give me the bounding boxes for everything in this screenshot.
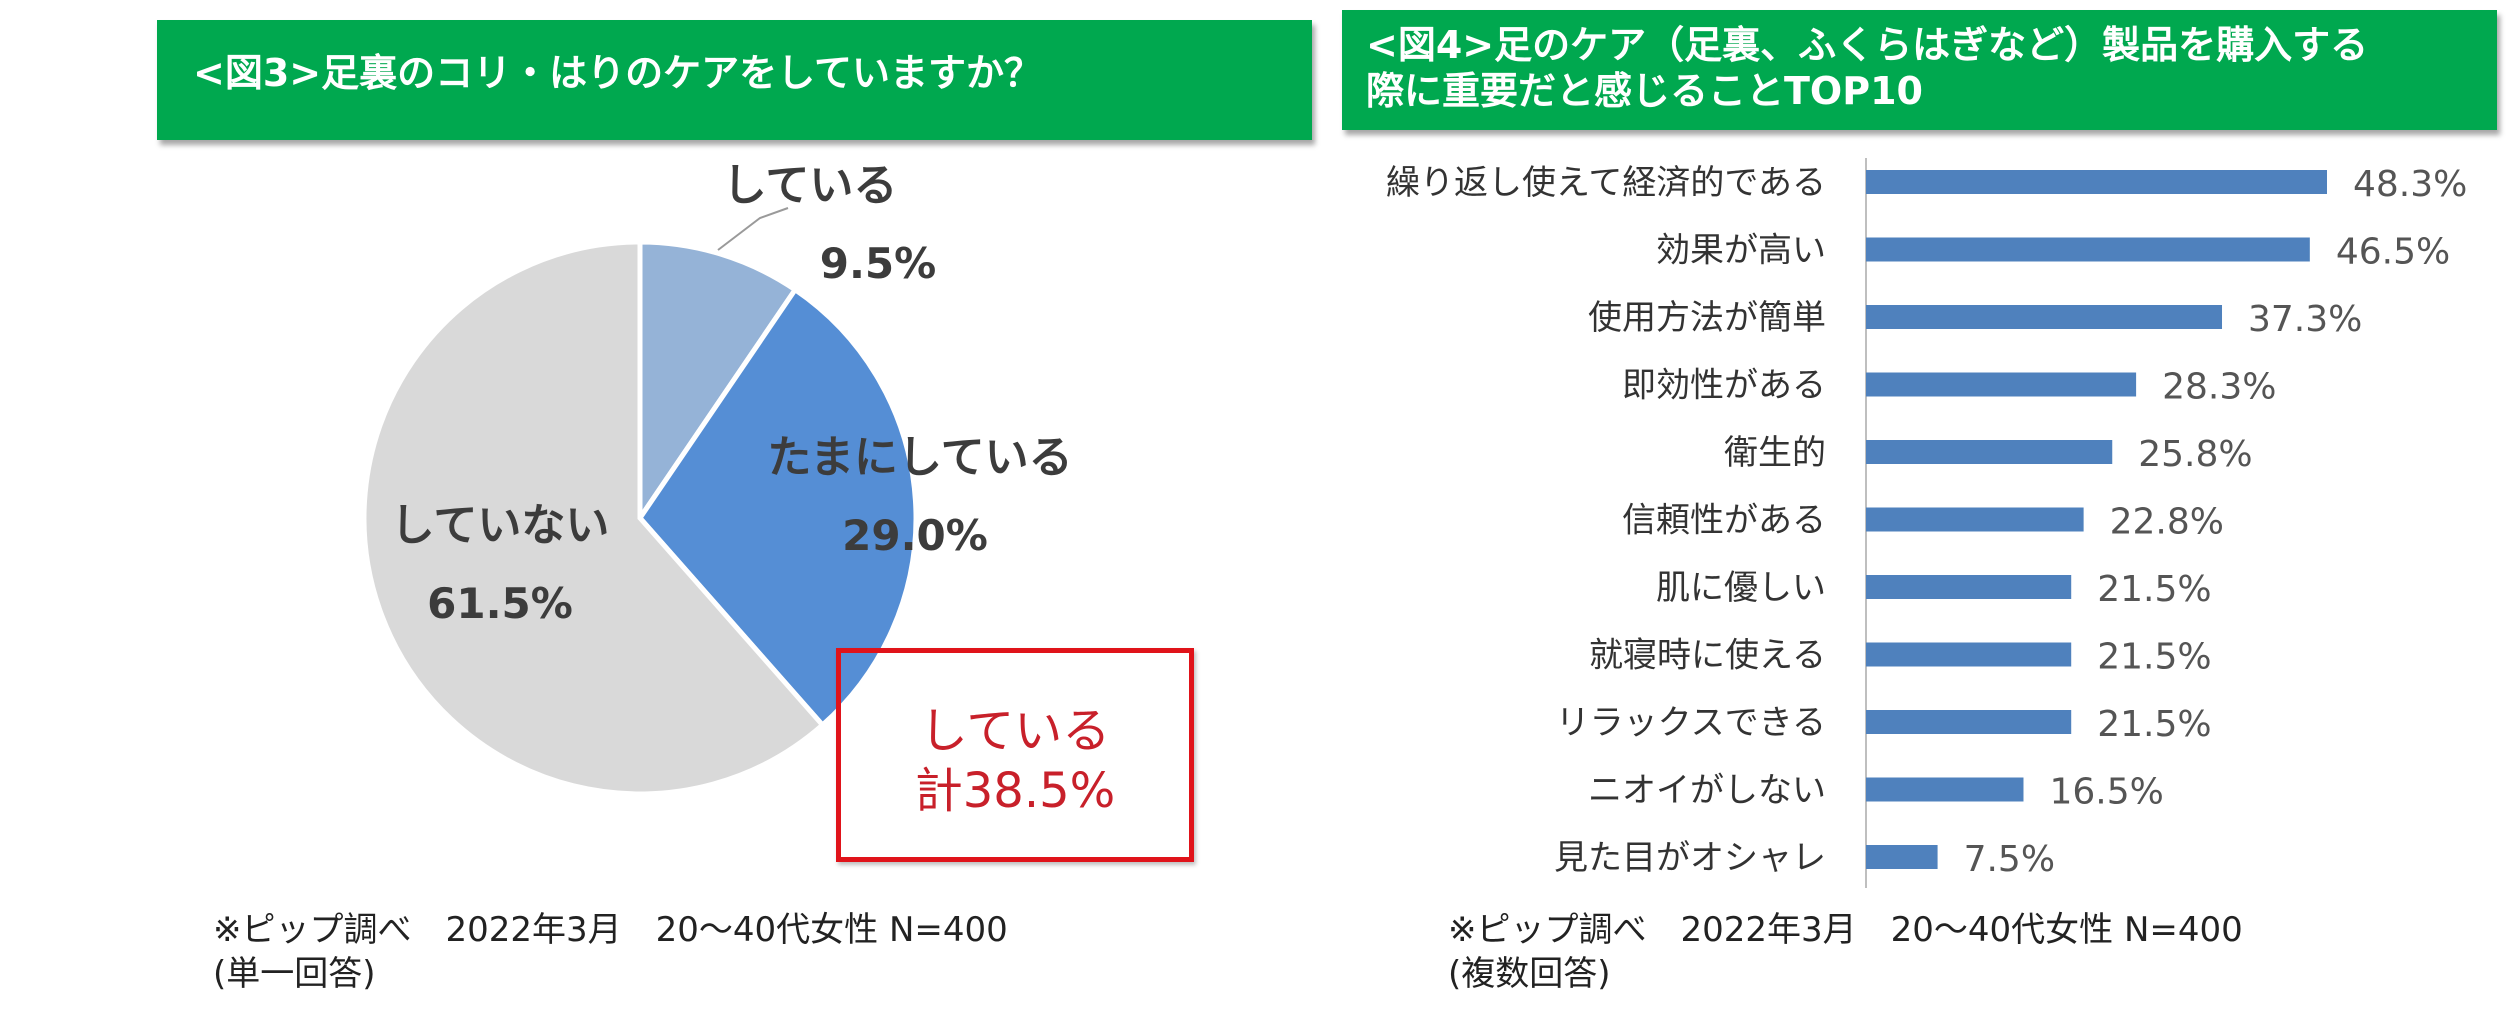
bar-chart: 繰り返し使えて経済的である 48.3% 効果が高い 46.5% 使用方法が簡単 37.3%… [1386, 158, 2467, 888]
bar-value-label: 21.5% [2097, 704, 2211, 745]
bar-value-label: 28.3% [2162, 367, 2276, 408]
bar-chart-title-line-2: 際に重要だと感じることTOP10 [1366, 69, 1923, 113]
pie-label-tamani: たまにしている [767, 432, 1072, 483]
pie-slice-shiteinai [361, 239, 827, 797]
pie-slice-tamani [636, 286, 919, 729]
bar-value-label: 46.5% [2336, 232, 2450, 273]
bar-chart-title-line-1: <図4>足のケア（足裏、ふくらはぎなど）製品を購入する [1366, 23, 2369, 67]
pie-chart-footnote: ※ピップ調べ 2022年3月 20～40代女性 N=400 (単一回答) [213, 908, 1008, 996]
bar [1866, 372, 2137, 397]
bar [1866, 777, 2024, 802]
pie-value-shiteinai: 61.5% [427, 579, 573, 628]
bar-category-label: 信頼性がある [1622, 501, 1826, 541]
pie-chart-title: <図3>足裏のコリ・はりのケアをしていますか？ [193, 51, 1042, 95]
bar [1866, 170, 2327, 194]
pie-value-tamani: 29.0% [842, 511, 988, 560]
bar [1866, 575, 2072, 599]
bar-category-label: 即効性がある [1622, 366, 1826, 406]
bar-value-label: 48.3% [2353, 164, 2467, 205]
total-callout-box: している 計38.5% [836, 648, 1194, 862]
bar-footnote-answer-type: (複数回答) [1448, 954, 1611, 994]
pie-value-shiteiru: 9.5% [820, 239, 936, 288]
total-callout-value: 計38.5% [914, 763, 1116, 819]
bar [1866, 507, 2084, 532]
bar-chart-footnote: ※ピップ調べ 2022年3月 20～40代女性 N=400 (複数回答) [1448, 908, 2243, 996]
bar-category-label: リラックスできる [1556, 703, 1826, 743]
bar [1866, 440, 2113, 464]
pie-label-shiteiru: している [723, 160, 898, 211]
bar-footnote-source: ※ピップ調べ 2022年3月 20～40代女性 N=400 [1448, 910, 2243, 950]
pie-chart-title-banner: <図3>足裏のコリ・はりのケアをしていますか？ [157, 20, 1312, 140]
pie-label-shiteinai: していない [391, 500, 610, 551]
bar-category-label: 衛生的 [1724, 433, 1826, 473]
bar-value-label: 21.5% [2097, 569, 2211, 610]
bar-value-label: 25.8% [2138, 434, 2252, 475]
bar-value-label: 7.5% [1964, 839, 2055, 880]
bar-category-label: 繰り返し使えて経済的である [1386, 163, 1826, 203]
bar-chart-title-banner: <図4>足のケア（足裏、ふくらはぎなど）製品を購入する 際に重要だと感じることT… [1342, 10, 2497, 130]
bar-category-label: 肌に優しい [1656, 568, 1826, 608]
bar-category-label: 効果が高い [1656, 231, 1826, 271]
bar-value-label: 21.5% [2097, 637, 2211, 678]
bar-category-label: 見た目がオシャレ [1554, 838, 1826, 878]
bar-value-label: 22.8% [2110, 502, 2224, 543]
bar-category-label: 使用方法が簡単 [1588, 298, 1826, 338]
pie-footnote-source: ※ピップ調べ 2022年3月 20～40代女性 N=400 [213, 910, 1008, 950]
total-callout-label: している [919, 703, 1111, 759]
pie-chart: している 9.5% たまにしている 29.0% していない 61.5% [361, 160, 1073, 797]
pie-leader-line [717, 207, 789, 251]
bar-chart-title: <図4>足のケア（足裏、ふくらはぎなど）製品を購入する 際に重要だと感じることT… [1366, 22, 2368, 114]
bar [1866, 845, 1938, 869]
bar-category-label: ニオイがしない [1588, 771, 1826, 811]
bar [1866, 237, 2310, 262]
pie-footnote-answer-type: (単一回答) [213, 954, 376, 994]
pie-slice-shiteiru [637, 239, 799, 527]
bar [1866, 710, 2072, 734]
bar-value-label: 16.5% [2049, 772, 2163, 813]
bar-category-label: 就寝時に使える [1589, 636, 1826, 676]
bar-value-label: 37.3% [2248, 299, 2362, 340]
bar [1866, 305, 2223, 329]
bar [1866, 642, 2072, 667]
